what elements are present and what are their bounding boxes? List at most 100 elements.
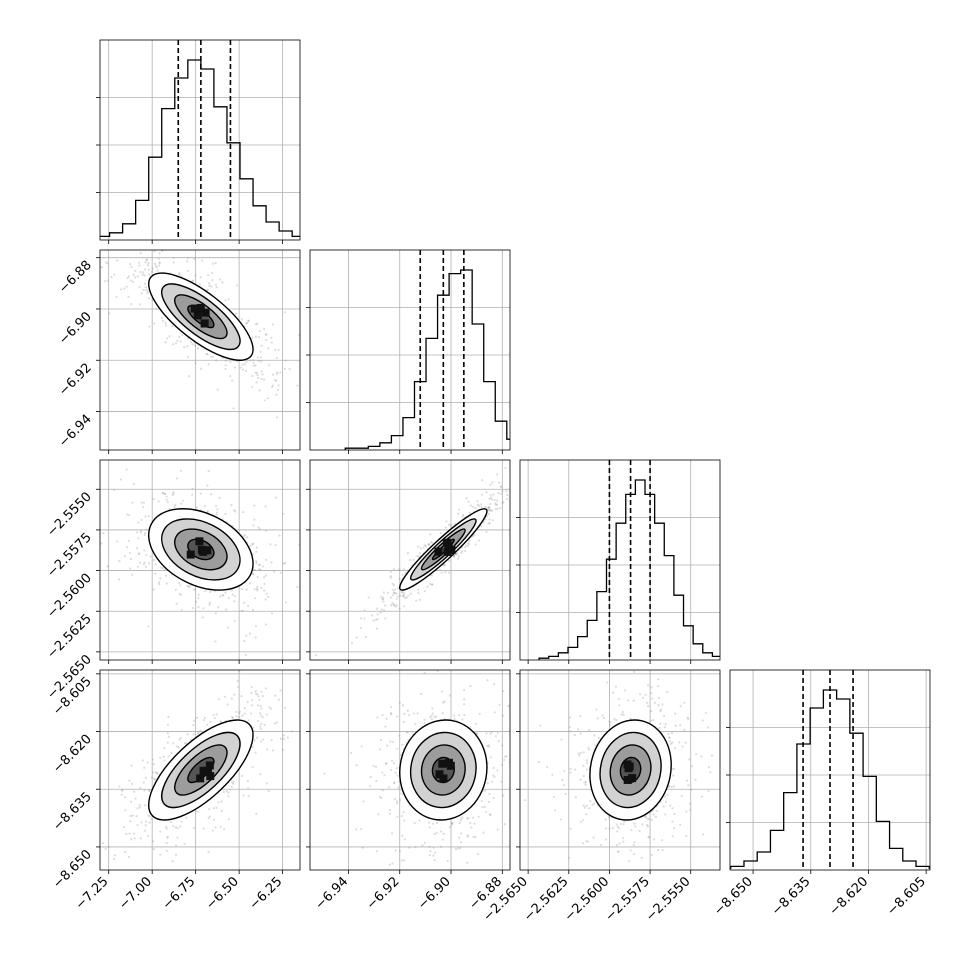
sample-point (687, 717, 690, 720)
sample-point (389, 712, 393, 715)
sample-point (489, 756, 492, 759)
panel-content (91, 468, 300, 656)
sample-point (586, 840, 589, 843)
sample-point (113, 857, 116, 861)
sample-point (690, 765, 694, 768)
sample-point (623, 689, 627, 692)
sample-point (235, 710, 238, 713)
sample-point (250, 699, 254, 702)
sample-point (647, 705, 650, 708)
sample-point (506, 493, 509, 497)
sample-point (241, 587, 244, 591)
sample-point (672, 774, 675, 777)
sample-point (139, 270, 142, 274)
sample-point (374, 765, 377, 768)
sample-point (257, 695, 260, 698)
density-peak-cell (623, 775, 632, 784)
sample-point (166, 723, 169, 726)
sample-point (255, 371, 258, 375)
sample-point (78, 885, 80, 887)
sample-point (464, 549, 467, 553)
sample-point (586, 761, 589, 764)
sample-point (521, 468, 523, 470)
panel-frame (99, 669, 301, 871)
sample-point (142, 505, 145, 509)
sample-point (136, 546, 139, 550)
sample-point (270, 385, 274, 389)
sample-point (255, 588, 259, 591)
sample-point (316, 657, 318, 659)
sample-point (131, 501, 134, 504)
sample-point (584, 783, 587, 786)
sample-point (171, 860, 174, 863)
sample-point (147, 261, 150, 265)
sample-point (151, 267, 154, 270)
sample-point (473, 822, 476, 825)
sample-point (638, 829, 641, 833)
sample-point (268, 364, 271, 367)
sample-point (650, 818, 653, 822)
sample-point (423, 718, 426, 721)
sample-point (210, 285, 213, 288)
sample-point (209, 493, 213, 496)
sample-point (274, 543, 277, 547)
sample-point (382, 600, 385, 603)
sample-point (124, 851, 127, 854)
panel-2-0: −2.5650−2.5625−2.5600−2.5575−2.5550 (44, 459, 301, 703)
sample-point (199, 276, 202, 279)
sample-point (499, 506, 502, 509)
sample-point (208, 808, 211, 811)
sample-point (215, 513, 218, 516)
sample-point (166, 732, 169, 735)
sample-point (261, 565, 265, 568)
sample-point (283, 562, 286, 565)
sample-point (140, 292, 143, 295)
sample-point (488, 506, 491, 509)
sample-point (243, 706, 246, 710)
sample-point (504, 466, 507, 470)
sample-point (130, 265, 133, 269)
sample-point (258, 568, 261, 571)
sample-point (594, 744, 597, 747)
sample-point (381, 714, 384, 717)
sample-point (91, 484, 93, 486)
sample-point (244, 653, 247, 656)
sample-point (174, 342, 178, 345)
sample-point (427, 821, 431, 824)
sample-point (254, 636, 257, 639)
density-peak-cell (200, 319, 209, 328)
sample-point (401, 573, 404, 576)
sample-point (93, 836, 95, 838)
sample-point (432, 712, 435, 715)
sample-point (671, 807, 674, 810)
sample-point (382, 596, 385, 599)
density-peak-cell (195, 537, 204, 546)
sample-point (397, 595, 400, 598)
sample-point (443, 700, 446, 703)
sample-point (489, 483, 492, 486)
sample-point (138, 552, 141, 555)
sample-point (175, 602, 178, 605)
sample-point (169, 820, 173, 824)
sample-point (132, 273, 135, 276)
sample-point (419, 547, 423, 550)
sample-point (254, 692, 258, 695)
density-peak-cell (186, 550, 195, 559)
sample-point (644, 815, 647, 818)
sample-point (515, 491, 517, 493)
sample-point (489, 813, 492, 817)
density-peak-cell (444, 541, 453, 550)
sample-point (192, 733, 195, 736)
sample-point (175, 477, 179, 480)
sample-point (569, 771, 572, 774)
sample-point (668, 785, 671, 788)
sample-point (138, 561, 142, 564)
sample-point (152, 763, 155, 766)
sample-point (117, 578, 121, 581)
sample-point (448, 694, 451, 697)
sample-point (432, 846, 435, 849)
sample-point (579, 778, 582, 781)
sample-point (468, 511, 471, 514)
sample-point (440, 571, 443, 574)
sample-point (265, 782, 268, 785)
